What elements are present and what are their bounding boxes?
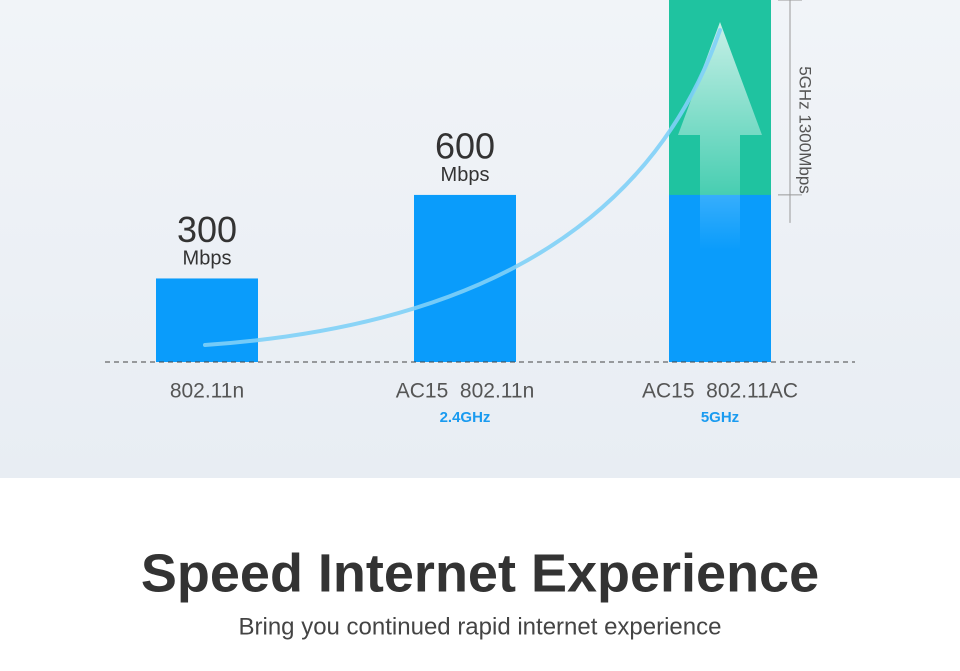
subtitle: Bring you continued rapid internet exper… (239, 613, 722, 640)
value-label: 600 (435, 125, 495, 166)
bar (156, 278, 258, 362)
annotation: 5GHz 1300Mbps (796, 66, 815, 194)
band-label: 2.4GHz (440, 409, 491, 426)
band-label: 5GHz (701, 409, 739, 426)
unit-label: Mbps (183, 248, 232, 270)
bar (414, 194, 516, 362)
footer-background (0, 478, 960, 671)
x-tick-label: 802.11n (170, 380, 244, 403)
value-label: 300 (177, 209, 237, 250)
title: Speed Internet Experience (141, 543, 819, 603)
unit-label: Mbps (441, 164, 490, 186)
trend-curve (203, 28, 722, 347)
x-tick-label: AC15 802.11n (396, 380, 535, 403)
x-tick-label: AC15 802.11AC (642, 380, 798, 403)
